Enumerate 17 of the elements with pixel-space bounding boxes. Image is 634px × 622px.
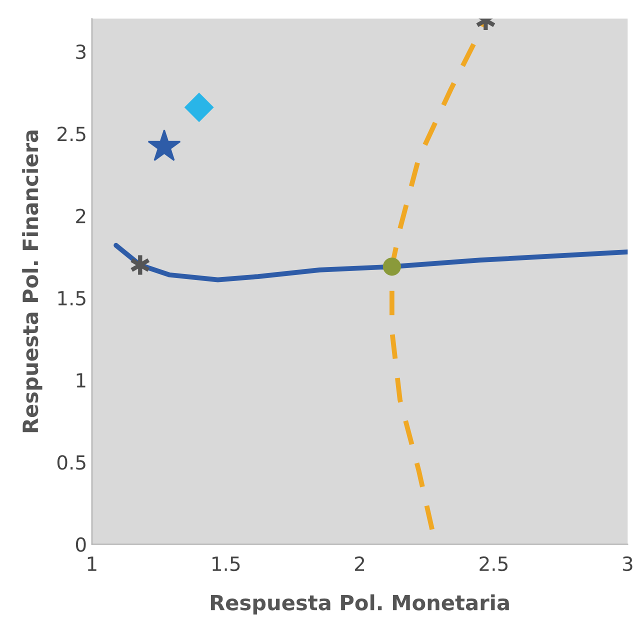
x-tick-label: 1.5 — [212, 556, 240, 572]
y-tick-label: 2 — [76, 208, 86, 224]
x-tick-label: 1 — [88, 556, 96, 571]
line-series — [114, 242, 628, 282]
x-tick-label: 2 — [355, 556, 364, 571]
x-tick-label: 2.5 — [480, 556, 508, 572]
x-tick-label: 3 — [622, 556, 632, 572]
y-tick-label: 0.5 — [57, 455, 86, 470]
y-axis-title: Respuesta Pol. Financiera — [22, 130, 42, 432]
point — [184, 92, 214, 122]
point — [382, 258, 401, 276]
y-tick-label: 0 — [76, 537, 86, 552]
y-tick-label: 3 — [76, 44, 86, 60]
y-tick-label: 2.5 — [58, 126, 86, 142]
x-axis-title: Respuesta Pol. Monetaria — [210, 594, 509, 614]
y-tick-label: 1 — [76, 373, 86, 388]
y-tick-label: 1.5 — [58, 291, 86, 306]
